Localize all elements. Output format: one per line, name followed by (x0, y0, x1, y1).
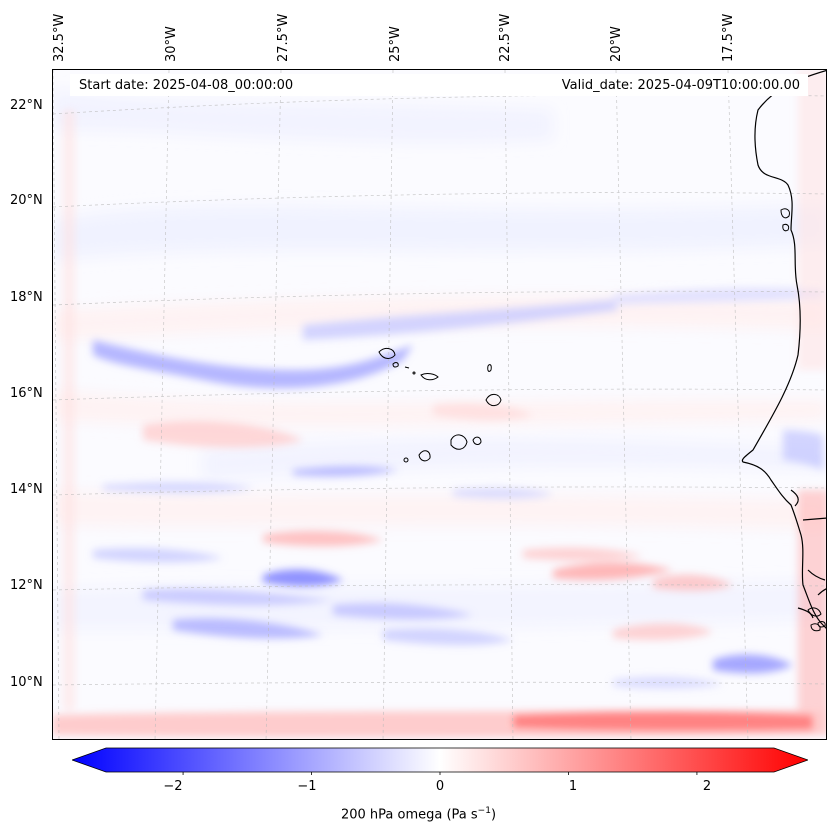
start-date: Start date: 2025-04-08_00:00:00 (79, 78, 294, 93)
lat-label-18n: 18°N (10, 290, 43, 305)
colorbar-tick-1: 1 (568, 779, 578, 794)
colorbar-tick-0: 0 (435, 779, 445, 794)
canary-islands (780, 208, 790, 232)
colorbar-tick-minus2: −2 (163, 779, 183, 794)
colorbar-label-text: 200 hPa omega (Pa s (340, 807, 478, 823)
lon-label-17-5w: 17.5°W (721, 13, 736, 62)
colorbar-label-exponent: −1 (477, 806, 491, 816)
omega-colorbar (72, 747, 808, 775)
lat-label-12n: 12°N (10, 578, 43, 593)
colorbar-label: 200 hPa omega (Pa s−1) (0, 806, 837, 822)
colorbar-tick-2: 2 (702, 779, 712, 794)
lon-label-22-5w: 22.5°W (498, 13, 513, 62)
lon-label-25w: 25°W (388, 26, 403, 62)
lat-label-16n: 16°N (10, 386, 43, 401)
colorbar-label-end: ) (490, 807, 497, 823)
bijagos-islands (807, 607, 826, 632)
lat-label-10n: 10°N (10, 675, 43, 690)
colorbar-gradient (72, 747, 808, 773)
lon-label-30w: 30°W (164, 26, 179, 62)
lon-label-20w: 20°W (609, 26, 624, 62)
gridlines (53, 70, 826, 739)
lat-label-20n: 20°N (10, 193, 43, 208)
lon-label-32-5w: 32.5°W (52, 13, 67, 62)
colorbar-tick-minus1: −1 (297, 779, 317, 794)
date-info-bar (70, 74, 808, 96)
omega-features (53, 70, 826, 738)
omega-field-map (53, 70, 826, 739)
lat-label-14n: 14°N (10, 482, 43, 497)
map-panel[interactable] (52, 69, 827, 740)
lat-label-22n: 22°N (10, 98, 43, 113)
cape-verde-islands (378, 347, 502, 463)
lon-label-27-5w: 27.5°W (276, 13, 291, 62)
coastline (741, 70, 826, 629)
valid-date: Valid_date: 2025-04-09T10:00:00.00 (561, 78, 800, 93)
